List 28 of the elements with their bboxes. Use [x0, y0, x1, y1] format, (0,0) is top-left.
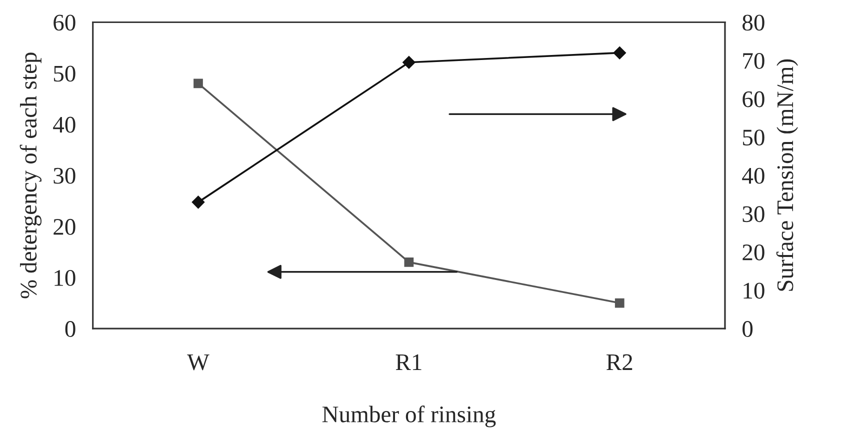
y-tick-label: 20 [54, 218, 76, 235]
x-tick-label: R2 [606, 354, 632, 370]
y2-tick-label: 0 [742, 321, 753, 337]
y2-tick-label: 40 [742, 168, 764, 184]
point [194, 78, 203, 88]
x-tick-label: W [187, 354, 210, 370]
y-tick-label: 10 [54, 270, 76, 286]
point [192, 196, 205, 209]
y2-axis-title: Surface Tension (mN/m) [776, 59, 798, 291]
y-tick-label: 40 [53, 116, 76, 133]
y2-tick-label: 80 [742, 14, 764, 31]
y-tick-label: 30 [54, 168, 76, 184]
y2-tick-label: 30 [742, 206, 764, 222]
y2-tick-label: 50 [743, 130, 764, 146]
y-tick-label: 50 [54, 66, 76, 82]
y2-tick-label: 70 [743, 52, 764, 69]
y-tick-label: 60 [54, 14, 76, 31]
point [404, 257, 414, 267]
y2-tick-label: 20 [742, 244, 764, 260]
y-tick-label: 0 [65, 321, 76, 337]
x-tick-label: R1 [396, 354, 422, 370]
point [613, 46, 626, 60]
point [614, 298, 624, 308]
point [402, 56, 416, 69]
y-axis-title: % detergency of each step [20, 52, 42, 298]
y2-tick-label: 60 [742, 91, 764, 108]
y2-tick-label: 10 [744, 282, 764, 299]
x-axis-title: Number of rinsing [322, 406, 496, 428]
